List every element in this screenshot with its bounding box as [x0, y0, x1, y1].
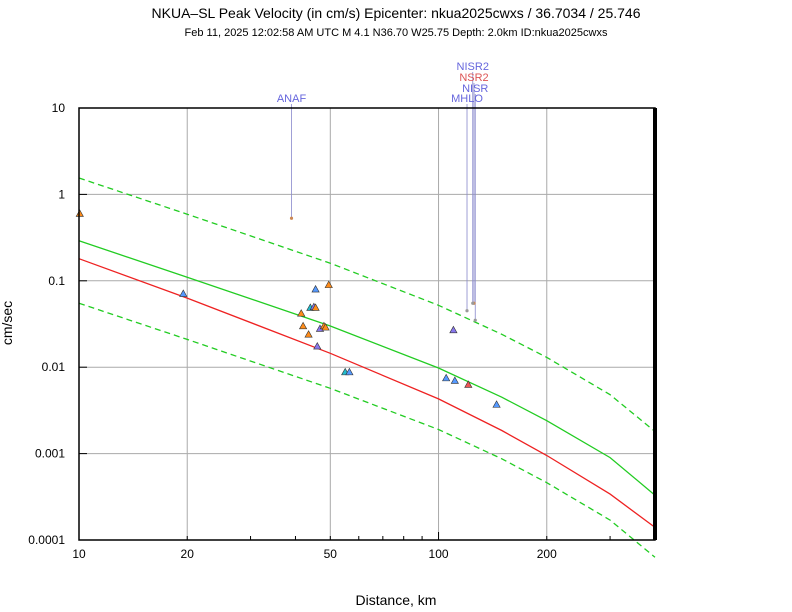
station-label: ANAF [277, 93, 307, 105]
data-point [324, 280, 333, 288]
chart-subtitle: Feb 11, 2025 12:02:58 AM UTC M 4.1 N36.7… [185, 27, 608, 39]
station-marker [473, 318, 477, 322]
x-tick-label: 20 [181, 547, 195, 561]
y-tick-label: 10 [52, 101, 66, 115]
station-label: NISR2 [457, 61, 489, 73]
data-point [442, 373, 451, 382]
y-tick-label: 1 [58, 187, 65, 201]
station-marker [471, 301, 475, 305]
station-marker [289, 216, 294, 220]
x-tick-label: 10 [72, 547, 86, 561]
station-leader-lines [291, 72, 476, 321]
curve-green-lower [78, 302, 656, 558]
data-points [75, 209, 501, 408]
data-point [464, 380, 473, 388]
data-point [311, 284, 320, 293]
data-point [179, 289, 188, 297]
curve-green [78, 240, 656, 496]
x-tick-label: 200 [537, 547, 557, 561]
y-tick-label: 0.1 [48, 274, 65, 288]
data-point [304, 330, 313, 338]
station-label: NISR [462, 83, 488, 95]
data-point [449, 325, 458, 334]
x-axis-ticks: 10 20 50 100 200 [72, 532, 656, 561]
x-tick-label: 100 [429, 547, 449, 561]
station-label: MHLO [451, 93, 483, 105]
y-axis-ticks: 0.0001 0.001 0.01 0.1 1 10 [28, 101, 87, 547]
curve-green-upper [78, 177, 656, 433]
data-point [75, 209, 84, 217]
plot-frame [78, 107, 656, 541]
y-tick-label: 0.0001 [28, 533, 65, 547]
chart-title: NKUA–SL Peak Velocity (in cm/s) Epicente… [152, 5, 641, 21]
curve-red [78, 258, 656, 528]
data-point [492, 400, 501, 408]
data-point [345, 367, 354, 376]
data-point [321, 323, 330, 331]
grid [78, 107, 655, 541]
station-marker [465, 309, 469, 313]
y-tick-label: 0.001 [35, 447, 65, 461]
data-point [311, 303, 320, 311]
data-point [450, 376, 459, 384]
data-point [313, 341, 322, 350]
data-point [298, 321, 308, 330]
station-label: NSR2 [459, 72, 488, 84]
model-curves [78, 177, 656, 558]
x-tick-label: 50 [324, 547, 338, 561]
y-tick-label: 0.01 [42, 360, 66, 374]
data-point [297, 309, 306, 317]
x-axis-label: Distance, km [356, 592, 437, 608]
y-axis-label: cm/sec [0, 301, 15, 345]
